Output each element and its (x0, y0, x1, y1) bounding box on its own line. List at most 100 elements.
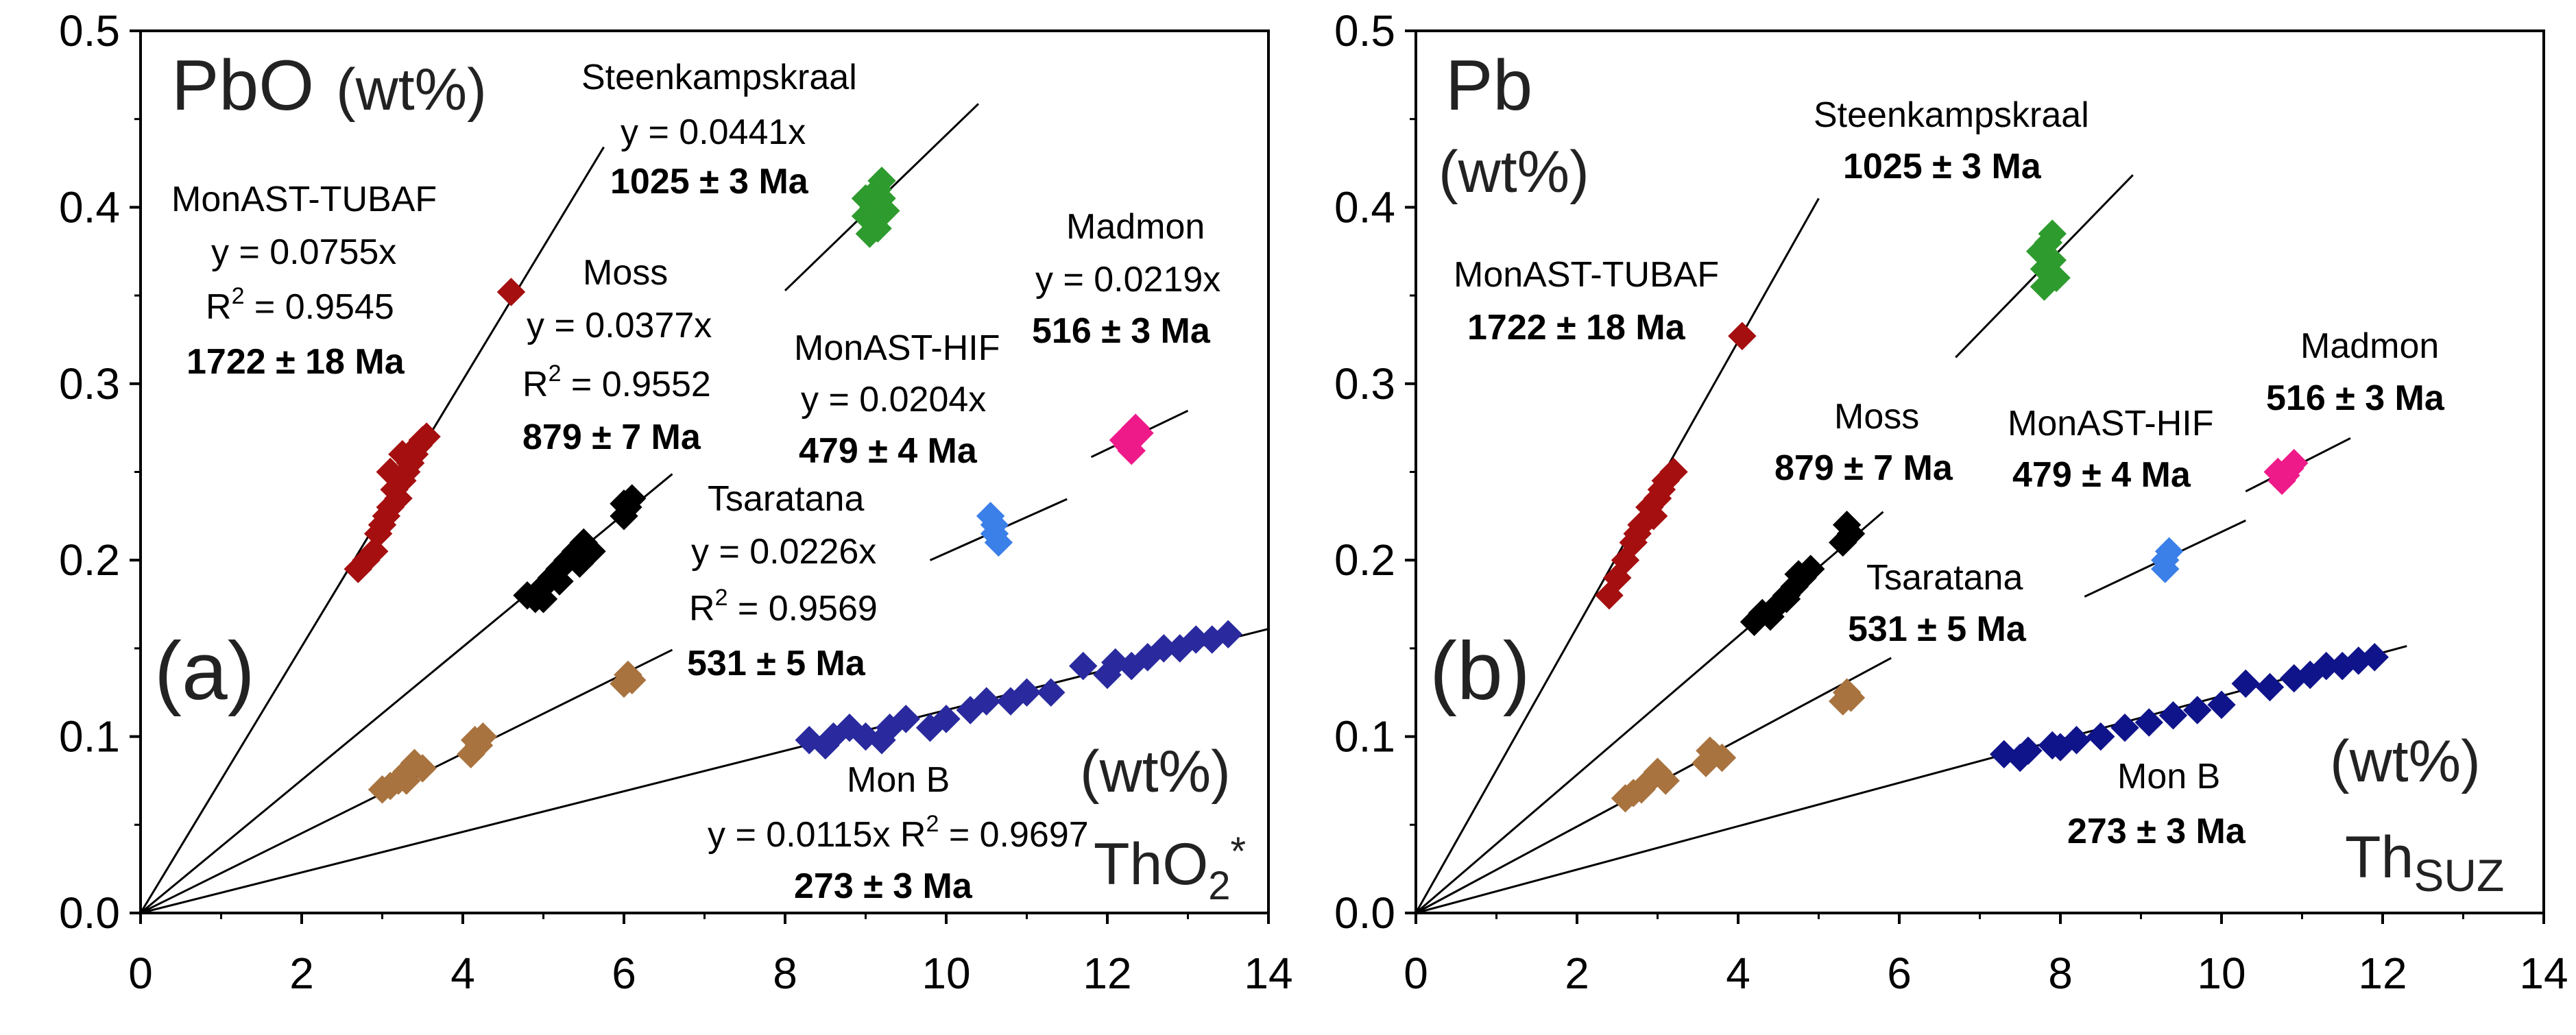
svg-text:R2 = 0.9545: R2 = 0.9545 (206, 283, 394, 327)
x-tick-label: 4 (1726, 949, 1750, 998)
svg-text:y = 0.0204x: y = 0.0204x (801, 380, 986, 419)
y-tick-label: 0.4 (1334, 182, 1395, 232)
data-point-mon-b (2086, 722, 2115, 751)
data-point-moss (610, 489, 638, 518)
y-tick-label: 0.1 (1334, 712, 1395, 762)
data-point-mon-b (2158, 701, 2188, 730)
data-point-mon-b (2255, 672, 2285, 702)
label-b-madmon: Madmon 516 ± 3 Ma (2266, 326, 2445, 418)
svg-text:Madmon: Madmon (2300, 326, 2439, 366)
data-point-mon-b (891, 705, 920, 733)
x-tick-label: 10 (2197, 949, 2246, 998)
svg-text:479 ± 4 Ma: 479 ± 4 Ma (799, 431, 978, 471)
label-b-moss: Moss 879 ± 7 Ma (1774, 397, 1953, 488)
data-point-monast-tubaf (412, 422, 441, 451)
svg-text:R2 = 0.9552: R2 = 0.9552 (522, 361, 711, 404)
x-tick-label: 6 (612, 949, 636, 998)
panel-a-ticks: 0 2 4 6 8 10 12 14 0.0 0.1 0.2 0.3 0.4 0.5 (59, 6, 1293, 998)
panel-b-y-title: Pb (1445, 46, 1532, 125)
svg-text:516 ± 3 Ma: 516 ± 3 Ma (2266, 378, 2445, 418)
data-point-monast-tubaf (1639, 502, 1668, 531)
y-tick-label: 0.0 (59, 888, 120, 938)
x-tick-label: 8 (2048, 949, 2073, 998)
svg-text:879 ± 7 Ma: 879 ± 7 Ma (522, 417, 701, 457)
svg-text:MonAST-TUBAF: MonAST-TUBAF (171, 180, 437, 219)
y-tick-label: 0.5 (59, 6, 120, 56)
data-point-monast-tubaf (1728, 321, 1757, 351)
svg-text:Mon B: Mon B (2117, 757, 2220, 796)
y-tick-label: 0.0 (1334, 888, 1395, 938)
panel-b-x-unit: (wt%) (2330, 729, 2481, 794)
x-tick-label: 12 (1083, 949, 1131, 998)
panel-a-y-unit: (wt%) (336, 57, 487, 123)
svg-text:R2 = 0.9569: R2 = 0.9569 (689, 585, 878, 629)
data-point-steenkampskraal (851, 184, 880, 213)
data-point-steenkampskraal (2030, 272, 2059, 301)
svg-text:1722 ± 18 Ma: 1722 ± 18 Ma (1467, 308, 1686, 348)
svg-text:273 ± 3 Ma: 273 ± 3 Ma (794, 866, 973, 906)
svg-text:y = 0.0115x R2 = 0.9697: y = 0.0115x R2 = 0.9697 (708, 811, 1089, 855)
panel-a-panel-label: (a) (154, 625, 255, 717)
y-tick-label: 0.2 (1334, 535, 1395, 585)
data-point-mon-b (1012, 678, 1042, 707)
data-point-madmon (2276, 454, 2304, 483)
data-point-tsaratana (460, 726, 490, 755)
data-point-monast-tubaf (376, 457, 405, 487)
svg-text:MonAST-HIF: MonAST-HIF (794, 328, 1000, 368)
svg-text:MonAST-TUBAF: MonAST-TUBAF (1454, 255, 1719, 295)
data-point-mon-b (2360, 643, 2389, 672)
y-tick-label: 0.4 (59, 182, 120, 232)
y-tick-label: 0.3 (1334, 359, 1395, 409)
data-point-moss (545, 567, 574, 596)
panel-a-y-title: PbO (171, 46, 314, 125)
data-point-tsaratana (392, 766, 421, 795)
data-point-monast-tubaf (496, 278, 526, 306)
x-tick-label: 6 (1887, 949, 1912, 998)
x-tick-label: 2 (1565, 949, 1589, 998)
label-b-tsaratana: Tsaratana 531 ± 5 Ma (1848, 558, 2027, 649)
svg-text:Moss: Moss (583, 253, 668, 293)
panel-b-x-title: ThSUZ (2345, 825, 2504, 901)
data-point-mon-b (972, 687, 1001, 716)
data-point-mon-b (2006, 743, 2034, 772)
data-point-mon-b (2183, 696, 2212, 724)
data-point-mon-b (2046, 733, 2075, 762)
data-point-tsaratana (618, 666, 647, 694)
data-point-mon-b (2207, 690, 2236, 719)
label-a-monast-tubaf: MonAST-TUBAF y = 0.0755x R2 = 0.9545 172… (171, 180, 437, 382)
svg-text:MonAST-HIF: MonAST-HIF (2008, 404, 2214, 443)
svg-text:Moss: Moss (1834, 397, 1919, 437)
svg-text:531 ± 5 Ma: 531 ± 5 Ma (1848, 609, 2027, 649)
data-point-moss (1772, 585, 1801, 613)
y-tick-label: 0.3 (59, 359, 120, 409)
svg-text:y = 0.0441x: y = 0.0441x (621, 112, 806, 152)
data-point-tsaratana (1836, 683, 1866, 712)
data-point-mon-b (2134, 708, 2163, 737)
svg-text:y = 0.0219x: y = 0.0219x (1035, 260, 1220, 300)
panel-b: 0 2 4 6 8 10 12 14 0.0 0.1 0.2 0.3 0.4 0.5 Pb (wt%) (… (1334, 6, 2568, 998)
label-b-mon-b: Mon B 273 ± 3 Ma (2067, 757, 2246, 851)
svg-text:479 ± 4 Ma: 479 ± 4 Ma (2012, 455, 2191, 495)
svg-text:1025 ± 3 Ma: 1025 ± 3 Ma (610, 162, 809, 202)
svg-text:y = 0.0755x: y = 0.0755x (211, 232, 396, 272)
data-point-monast-tubaf (1659, 457, 1688, 487)
x-tick-label: 12 (2358, 949, 2407, 998)
svg-text:Madmon: Madmon (1066, 207, 1205, 247)
y-tick-label: 0.5 (1334, 6, 1395, 56)
label-a-mon-b: Mon B y = 0.0115x R2 = 0.9697 273 ± 3 Ma (708, 760, 1089, 906)
label-b-monast-hif: MonAST-HIF 479 ± 4 Ma (2008, 404, 2214, 495)
x-tick-label: 10 (922, 949, 970, 998)
data-point-madmon (1117, 436, 1146, 465)
svg-text:531 ± 5 Ma: 531 ± 5 Ma (687, 644, 866, 683)
label-b-monast-tubaf: MonAST-TUBAF 1722 ± 18 Ma (1454, 255, 1719, 348)
x-tick-label: 0 (1404, 949, 1428, 998)
data-point-mon-b (1101, 648, 1130, 677)
data-point-monast-hif (976, 502, 1005, 531)
panel-a: 0 2 4 6 8 10 12 140.00.10.20.30.40.5 PbO (wt%) … (59, 6, 1293, 998)
svg-text:Tsaratana: Tsaratana (1866, 558, 2023, 598)
data-point-mon-b (1214, 620, 1242, 649)
svg-text:y = 0.0377x: y = 0.0377x (527, 306, 712, 345)
data-point-monast-hif (2151, 555, 2180, 583)
data-point-tsaratana (1651, 766, 1680, 795)
